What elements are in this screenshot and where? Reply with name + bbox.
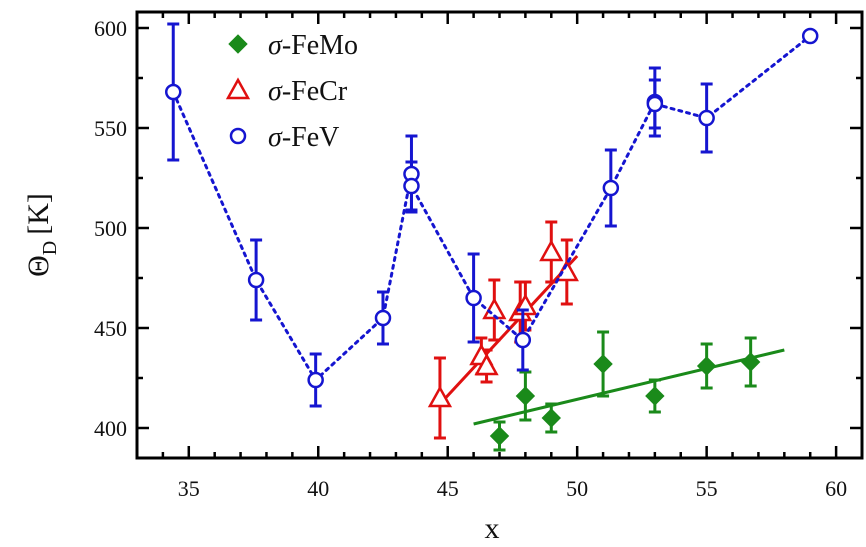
data-point [646,95,664,113]
series-sigma-femo [473,330,785,452]
axes: 35 40 45 50 55 60 400 450 500 550 600 [94,10,864,501]
data-point [602,179,620,197]
y-axis-title: ΘD [K] [22,193,61,277]
data-point [539,239,564,262]
y-tick-label: 500 [94,216,127,241]
x-tick-label: 60 [825,476,847,501]
data-point [514,331,532,349]
data-point [698,109,715,127]
data-point [427,385,453,408]
x-tick-label: 55 [696,476,718,501]
series-sigma-fev [165,22,819,408]
y-axis-title-unit: [K] [22,193,55,235]
data-layer [165,22,819,452]
data-point [541,408,561,428]
data-point [740,352,761,372]
data-point [403,177,420,195]
data-point [307,371,324,389]
data-point [247,271,265,289]
y-tick-label: 450 [94,316,127,341]
legend-marker [228,34,248,54]
data-point [482,297,507,320]
data-point [645,386,665,406]
legend-marker [225,77,251,100]
legend-label: σ-FeCr [268,76,348,107]
data-point [465,289,482,307]
x-tick-label: 50 [566,476,588,501]
data-point [593,354,613,374]
data-point [515,386,536,406]
y-axis-title-subscript: D [39,241,61,255]
legend: σ-FeMo σ-FeCr σ-FeV [225,30,358,153]
data-point [801,27,819,45]
x-tick-label: 45 [437,476,459,501]
data-point [474,353,499,376]
plot-frame [135,10,864,460]
fit-line [473,348,785,426]
y-axis-title-symbol: Θ [22,255,55,277]
data-point [374,309,392,327]
x-tick-label: 35 [178,476,200,501]
legend-label: σ-FeMo [268,30,358,61]
legend-label: σ-FeV [268,122,339,153]
data-point [165,83,182,101]
data-point [489,426,510,446]
y-tick-label: 550 [94,116,127,141]
legend-marker [229,127,247,145]
y-tick-label: 600 [94,16,127,41]
data-point [696,356,717,376]
x-tick-label: 40 [307,476,329,501]
x-axis-title: x [485,512,500,545]
y-tick-label: 400 [94,416,127,441]
